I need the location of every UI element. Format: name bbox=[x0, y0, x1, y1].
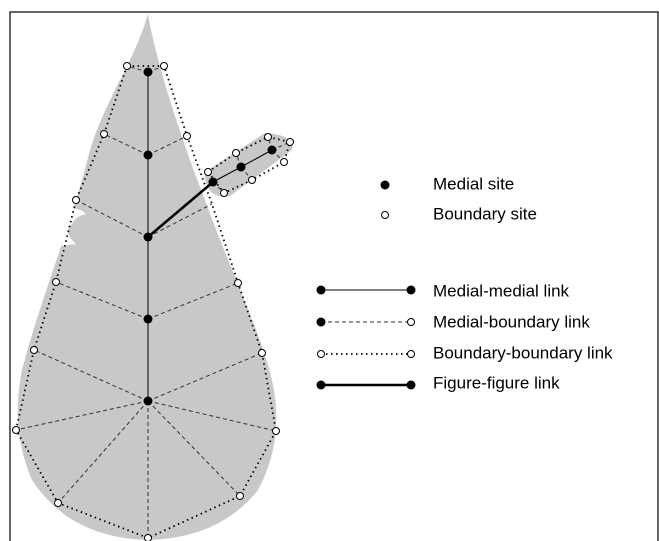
medial-site bbox=[143, 314, 153, 324]
medial-site bbox=[143, 67, 153, 77]
boundary-site bbox=[30, 346, 38, 354]
legend-boundary-boundary bbox=[317, 350, 415, 358]
legend-label: Boundary site bbox=[433, 204, 537, 223]
link bbox=[15, 65, 277, 539]
boundary-site bbox=[407, 318, 415, 326]
boundary-site bbox=[12, 426, 20, 434]
boundary-site bbox=[204, 168, 212, 176]
medial-boundary-links bbox=[15, 65, 291, 538]
boundary-site bbox=[236, 492, 244, 500]
medial-site bbox=[406, 380, 416, 390]
medial-site bbox=[267, 145, 277, 155]
medial-site bbox=[143, 396, 153, 406]
medial-site bbox=[208, 177, 218, 187]
boundary-site bbox=[160, 62, 168, 70]
medial-site bbox=[143, 150, 153, 160]
boundary-site bbox=[272, 427, 280, 435]
boundary-site bbox=[317, 350, 325, 358]
legend-label: Boundary-boundary link bbox=[433, 343, 613, 362]
boundary-site bbox=[123, 62, 131, 70]
legend-medial-boundary bbox=[316, 317, 415, 327]
boundary-site bbox=[183, 132, 191, 140]
boundary-site bbox=[144, 534, 152, 541]
boundary-sites bbox=[12, 62, 294, 541]
legend-medial-site bbox=[380, 180, 390, 190]
legend-medial-medial bbox=[316, 285, 416, 295]
boundary-site bbox=[264, 133, 272, 141]
medial-site bbox=[316, 380, 326, 390]
notch bbox=[62, 208, 86, 246]
boundary-site bbox=[280, 158, 288, 166]
frame bbox=[9, 11, 659, 541]
boundary-site bbox=[258, 349, 266, 357]
medial-site bbox=[143, 232, 153, 242]
boundary-site bbox=[52, 278, 60, 286]
medial-site bbox=[406, 285, 416, 295]
legend-label: Figure-figure link bbox=[433, 373, 560, 392]
medial-site bbox=[316, 317, 326, 327]
legend-label: Medial-medial link bbox=[433, 281, 570, 300]
figure-figure-link bbox=[147, 181, 214, 238]
boundary-site bbox=[220, 189, 228, 197]
legend-label: Medial site bbox=[433, 174, 514, 193]
boundary-site bbox=[248, 176, 256, 184]
medial-site bbox=[236, 162, 246, 172]
boundary-site bbox=[286, 138, 294, 146]
boundary-site bbox=[100, 130, 108, 138]
legend: Medial site Boundary site Medial-medial … bbox=[316, 174, 613, 392]
boundary-site bbox=[234, 279, 242, 287]
medial-site bbox=[316, 285, 326, 295]
link bbox=[207, 136, 291, 194]
link bbox=[207, 136, 292, 195]
legend-figure-figure bbox=[316, 380, 416, 390]
legend-label: Medial-boundary link bbox=[433, 312, 590, 331]
legend-boundary-site bbox=[381, 211, 389, 219]
boundary-site bbox=[407, 350, 415, 358]
boundary-site bbox=[232, 149, 240, 157]
boundary-boundary-links bbox=[15, 65, 292, 539]
main-figure bbox=[17, 14, 277, 540]
figure bbox=[9, 11, 659, 541]
boundary-site bbox=[72, 196, 80, 204]
link bbox=[15, 65, 277, 538]
medial-sites bbox=[143, 67, 277, 406]
boundary-site bbox=[54, 499, 62, 507]
